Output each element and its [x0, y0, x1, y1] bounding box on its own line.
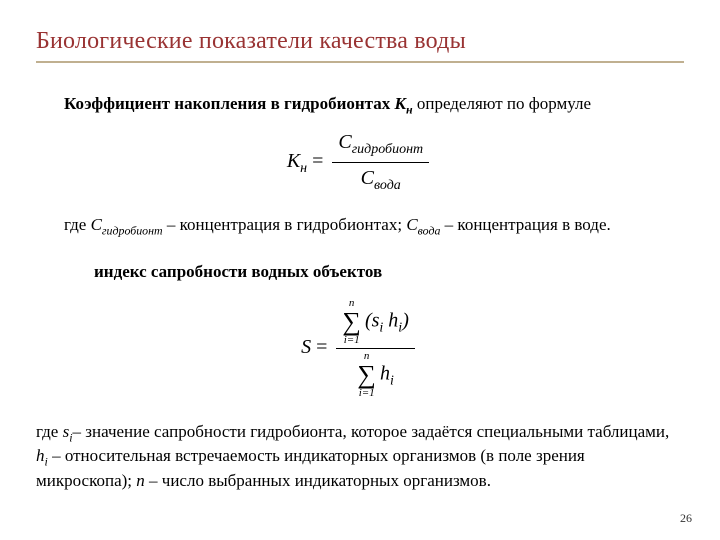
f2-bot-isub: i	[390, 373, 394, 388]
para-where-1: где Сгидробионт – концентрация в гидроби…	[64, 214, 684, 238]
formula-kn: Кн = Сгидробионт Свода	[36, 129, 684, 196]
p4-h: h	[36, 446, 45, 465]
f1-eq: =	[307, 150, 328, 172]
coeff-label: Коэффициент накопления в гидробионтах	[64, 94, 394, 113]
f1-den-sym: С	[361, 167, 374, 189]
f2-S: S	[301, 336, 311, 358]
f2-fraction: n ∑ i=1 (si hi) n ∑ i=1 hi	[336, 298, 414, 399]
f1-num-sym: С	[338, 131, 351, 153]
sigma-icon: ∑	[342, 309, 361, 335]
sigma-icon-2: ∑	[357, 362, 376, 388]
f2-top-close: )	[402, 309, 409, 331]
p2-mid: – концентрация в гидробионтах;	[163, 215, 407, 234]
f1-fraction: Сгидробионт Свода	[332, 129, 429, 196]
f1-lhs-sym: К	[287, 150, 300, 172]
p2-s2sub: вода	[418, 224, 441, 238]
page-number: 26	[680, 511, 692, 526]
p2-post: – концентрация в воде.	[440, 215, 610, 234]
f2-sum-top: n ∑ i=1	[342, 298, 361, 346]
f2-top-expr: (s	[365, 309, 379, 331]
f1-num-sub: гидробионт	[352, 142, 423, 157]
slide-title: Биологические показатели качества воды	[36, 28, 684, 63]
para-saprob-heading: индекс сапробности водных объектов	[94, 261, 684, 284]
formula-s: S = n ∑ i=1 (si hi) n ∑	[36, 298, 684, 399]
coeff-tail: определяют по формуле	[413, 94, 591, 113]
p2-s1sub: гидробионт	[102, 224, 163, 238]
f2-denominator: n ∑ i=1 hi	[336, 349, 414, 399]
p2-s2: С	[406, 215, 417, 234]
f2-bot-i: i=1	[357, 388, 376, 399]
slide-body: Коэффициент накопления в гидробионтах Кн…	[36, 93, 684, 492]
p4-a: – значение сапробности гидробионта, кото…	[73, 422, 670, 441]
p4-n: n	[136, 471, 145, 490]
p2-s1: С	[91, 215, 102, 234]
para-coefficient-intro: Коэффициент накопления в гидробионтах Кн…	[64, 93, 684, 117]
f2-bot-h: h	[380, 362, 390, 384]
p4-pre: где	[36, 422, 63, 441]
para-where-2: где si– значение сапробности гидробионта…	[36, 421, 684, 493]
f2-top-i: i=1	[342, 335, 361, 346]
p4-c: – число выбранных индикаторных организмо…	[145, 471, 491, 490]
f2-top-sp: h	[383, 309, 398, 331]
f1-den-sub: вода	[374, 178, 401, 193]
coeff-symbol: К	[394, 94, 406, 113]
f1-numerator: Сгидробионт	[332, 129, 429, 163]
f2-numerator: n ∑ i=1 (si hi)	[336, 298, 414, 349]
coeff-subscript: н	[406, 102, 413, 116]
f2-sum-bot: n ∑ i=1	[357, 351, 376, 399]
f2-eq: =	[311, 336, 332, 358]
f1-denominator: Свода	[332, 163, 429, 196]
p2-pre: где	[64, 215, 91, 234]
